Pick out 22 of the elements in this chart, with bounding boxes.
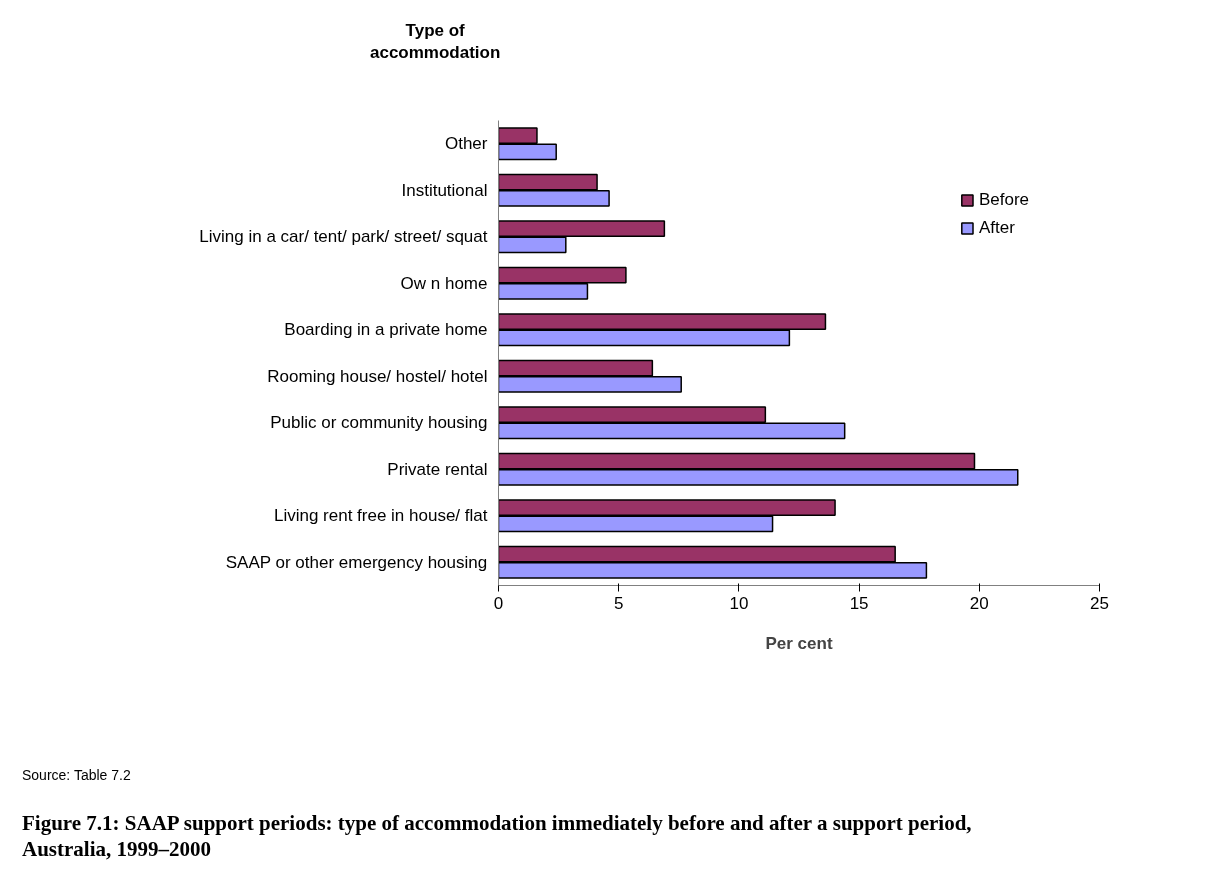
y-tick-label: SAAP or other emergency housing	[225, 552, 488, 572]
x-axis-title: Per cent	[765, 633, 833, 653]
x-tick-label: 20	[969, 593, 989, 613]
y-tick-label: Ow n home	[400, 273, 488, 293]
y-tick-label: Institutional	[401, 180, 488, 200]
y-tick-label: Other	[444, 134, 488, 154]
x-tick-label: 15	[849, 593, 869, 613]
legend-label: Before	[978, 190, 1029, 210]
source-note: Source: Table 7.2	[22, 766, 131, 785]
y-tick-label: Public or community housing	[270, 413, 488, 433]
text: Figure 7.1: SAAP support periods: type of accommodation immediately before and after a support period, Australia, 1999–2000	[22, 810, 973, 862]
y-tick-label: Private rental	[387, 459, 488, 479]
y-tick-label: Rooming house/ hostel/ hotel	[267, 366, 488, 386]
legend-label: After	[978, 218, 1015, 238]
y-tick-label: Boarding in a private home	[284, 320, 488, 340]
x-tick-label: 5	[613, 593, 624, 613]
x-tick-label: 25	[1090, 593, 1109, 613]
x-tick-label: 10	[729, 593, 749, 613]
y-tick-label: Living in a car/ tent/ park/ street/ squat	[199, 227, 488, 247]
x-tick-label: 0	[493, 593, 504, 613]
y-axis-title: Type of accommodation	[370, 20, 501, 64]
y-tick-label: Living rent free in house/ flat	[273, 506, 488, 526]
